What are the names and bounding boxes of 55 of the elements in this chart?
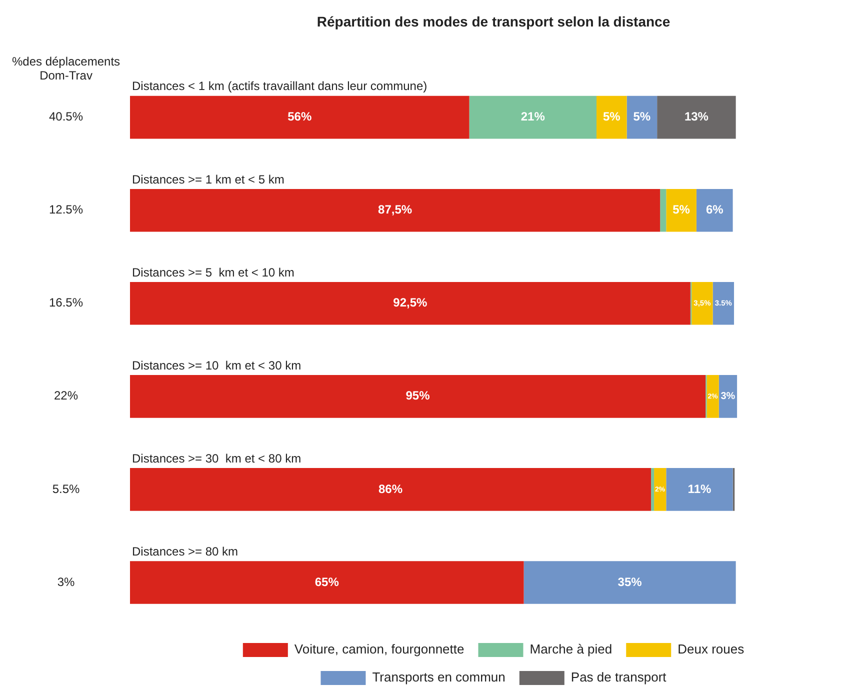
legend-label: Deux roues [678,642,745,657]
bar [651,468,654,511]
bar [130,96,470,139]
bar [660,188,666,232]
y-tick-label: Distances >= 30 km et < 80 km [132,451,302,466]
bar [130,468,652,511]
text: 22% [54,388,78,403]
text: 5.5% [52,482,80,496]
data-label: 13% [684,110,709,124]
text: 40.5% [48,110,84,124]
data-label: 5% [633,110,651,124]
text: %des déplacements Dom-Trav [12,54,120,82]
legend-label: Marche à pied [530,642,612,657]
bar [596,96,627,139]
bar [692,282,713,325]
bar [130,188,660,232]
data-label: 87,5% [378,202,412,217]
text: 12.5% [48,202,84,217]
bar [666,468,733,511]
y-tick-label: Distances < 1 km (actifs travaillant dans leur commune) [132,79,428,94]
data-label: 86% [378,482,403,496]
bar [657,96,736,139]
data-label: 21% [520,110,546,124]
data-label: 5% [672,202,690,217]
bar [130,561,524,604]
data-label: 11% [688,482,712,496]
y-tick-label: Distances >= 80 km [132,544,238,558]
y-tick-label: Distances >= 5 km et < 10 km [132,265,294,280]
bar [469,96,596,139]
bar [130,375,706,418]
bar [712,282,734,325]
y-tick-label: Distances >= 10 km et < 30 km [132,358,302,372]
data-label: 6% [706,202,724,217]
bar [130,282,690,325]
bar [706,375,719,418]
data-label: 35% [618,574,642,589]
bar [626,96,658,139]
data-label: 92,5% [393,296,428,310]
y-tick-label: Distances >= 1 km et < 5 km [132,172,284,186]
data-label: 56% [288,110,312,124]
bar [524,561,736,604]
bar [654,468,666,511]
legend-label: Voiture, camion, fourgonnette [294,642,464,657]
bar [718,375,738,418]
data-label: 65% [314,574,340,589]
text: 16.5% [48,296,84,310]
chart-title: Répartition des modes de transport selon la distance [316,13,670,30]
legend-label: Pas de transport [570,670,667,685]
data-label: 3% [720,391,736,402]
data-label: 95% [406,388,430,403]
legend-label: Transports en commun [372,670,506,685]
text: 3% [57,574,75,589]
data-label: 5% [602,110,621,124]
bar [666,188,696,232]
bar [696,188,733,232]
